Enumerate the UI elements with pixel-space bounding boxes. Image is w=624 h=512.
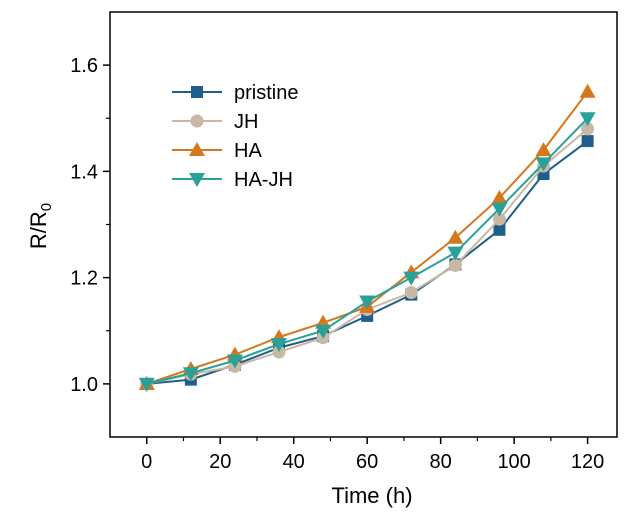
y-axis-title-main: R/R xyxy=(26,211,51,249)
legend-item: HA-JH xyxy=(172,169,293,191)
y-axis: 1.0 1.2 1.4 1.6 xyxy=(70,55,110,396)
data-point xyxy=(359,295,376,310)
series-line xyxy=(146,117,589,385)
legend-item: JH xyxy=(172,111,258,133)
data-point xyxy=(403,271,420,286)
y-tick-label: 1.2 xyxy=(70,268,98,290)
series-jh xyxy=(140,122,595,391)
data-point xyxy=(491,189,508,204)
x-tick-label: 80 xyxy=(430,451,452,473)
legend-label: HA-JH xyxy=(234,169,293,191)
data-point xyxy=(138,377,155,392)
x-axis-title: Time (h) xyxy=(331,483,412,508)
data-point xyxy=(581,135,594,148)
data-point xyxy=(579,83,596,98)
x-tick-label: 60 xyxy=(356,451,378,473)
series-pristine xyxy=(140,135,594,390)
x-tick-label: 40 xyxy=(283,451,305,473)
data-point xyxy=(535,142,552,157)
data-point xyxy=(448,258,462,272)
data-point xyxy=(315,324,332,339)
series-line xyxy=(146,91,589,385)
legend-marker xyxy=(189,142,205,156)
legend-label: JH xyxy=(234,111,258,133)
data-point xyxy=(491,202,508,217)
legend-item: HA xyxy=(172,140,262,162)
data-point xyxy=(182,367,199,382)
x-tick-label: 100 xyxy=(497,451,530,473)
x-tick-label: 0 xyxy=(141,451,152,473)
x-tick-label: 120 xyxy=(571,451,604,473)
legend-marker xyxy=(191,86,203,98)
y-tick-label: 1.0 xyxy=(70,374,98,396)
data-point xyxy=(226,354,243,369)
legend: pristine JH HA HA-JH xyxy=(172,82,298,191)
y-axis-title-subscript: 0 xyxy=(38,203,55,211)
legend-marker xyxy=(189,173,205,187)
legend-marker xyxy=(190,114,204,128)
series-line xyxy=(146,140,589,385)
y-tick-label: 1.6 xyxy=(70,55,98,77)
series-line xyxy=(146,128,589,385)
data-point xyxy=(581,122,595,136)
data-point xyxy=(447,229,464,244)
y-axis-title: R/R0 xyxy=(26,203,55,249)
data-point xyxy=(271,338,287,353)
series-ha-jh xyxy=(138,112,596,392)
legend-label: pristine xyxy=(234,82,298,104)
series-ha xyxy=(138,83,596,390)
series-layer xyxy=(138,83,596,392)
data-point xyxy=(579,112,596,127)
data-point xyxy=(493,223,506,236)
x-axis: 0 20 40 60 80 100 120 xyxy=(141,437,604,473)
data-point xyxy=(447,246,464,261)
x-tick-label: 20 xyxy=(209,451,231,473)
y-tick-label: 1.4 xyxy=(70,161,98,183)
legend-label: HA xyxy=(234,140,262,162)
data-point xyxy=(535,157,552,172)
data-point xyxy=(492,212,506,226)
data-point xyxy=(404,286,418,299)
legend-item: pristine xyxy=(172,82,298,104)
